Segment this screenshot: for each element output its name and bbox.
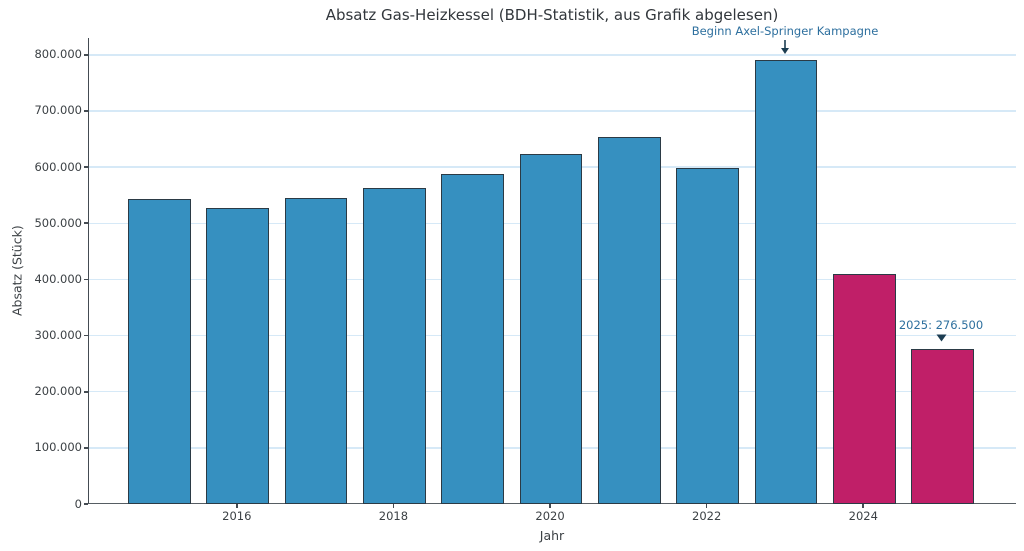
- x-tick-label: 2018: [378, 509, 409, 523]
- gridline-700.000: [89, 110, 1016, 112]
- bar-2023: [754, 60, 818, 504]
- x-tick-label: 2022: [692, 509, 722, 523]
- x-axis-label: Jahr: [539, 528, 565, 543]
- y-tick-label: 700.000: [34, 103, 82, 118]
- x-tick-mark: [392, 504, 395, 508]
- y-tick-mark: [84, 390, 88, 393]
- bar-2024: [832, 273, 896, 504]
- y-tick-mark: [84, 503, 88, 505]
- bar-2019: [441, 174, 505, 504]
- gridline-800.000: [89, 54, 1016, 56]
- bar-2022: [676, 168, 739, 504]
- y-tick-mark: [84, 334, 88, 337]
- bar-2015: [128, 199, 191, 504]
- triangle-down-icon: [936, 334, 947, 342]
- x-tick-mark: [549, 504, 551, 508]
- y-tick-label: 100.000: [34, 440, 82, 455]
- annotation-kampagne-text: Beginn Axel-Springer Kampagne: [691, 24, 879, 38]
- x-tick-mark: [705, 504, 708, 508]
- bar-2025: [911, 348, 974, 504]
- y-tick-mark: [84, 222, 88, 225]
- y-tick-mark: [84, 447, 88, 449]
- x-tick-mark: [235, 504, 238, 508]
- y-tick-mark: [84, 54, 88, 56]
- y-tick-label: 800.000: [34, 47, 82, 62]
- bar-2017: [284, 198, 348, 504]
- y-tick-label: 400.000: [34, 271, 82, 286]
- x-tick-label: 2016: [222, 509, 252, 523]
- bar-2020: [519, 154, 583, 504]
- y-tick-label: 200.000: [34, 384, 82, 399]
- bar-2018: [363, 187, 426, 504]
- annotation-2025-value-text: 2025: 276.500: [898, 318, 984, 332]
- y-tick-label: 300.000: [34, 328, 82, 343]
- y-tick-mark: [84, 278, 88, 281]
- x-tick-label: 2020: [535, 509, 565, 523]
- bar-2016: [206, 208, 270, 504]
- y-tick-label: 600.000: [34, 159, 82, 174]
- y-tick-mark: [84, 110, 88, 112]
- y-tick-mark: [84, 166, 88, 168]
- down-arrow-icon: [781, 40, 789, 54]
- bar-2021: [598, 137, 661, 504]
- x-tick-label: 2024: [848, 509, 878, 523]
- plot-area: [88, 38, 1016, 504]
- chart-title: Absatz Gas-Heizkessel (BDH-Statistik, au…: [325, 6, 779, 24]
- y-tick-label: 0: [74, 496, 82, 511]
- x-tick-mark: [862, 504, 865, 508]
- y-tick-label: 500.000: [34, 215, 82, 230]
